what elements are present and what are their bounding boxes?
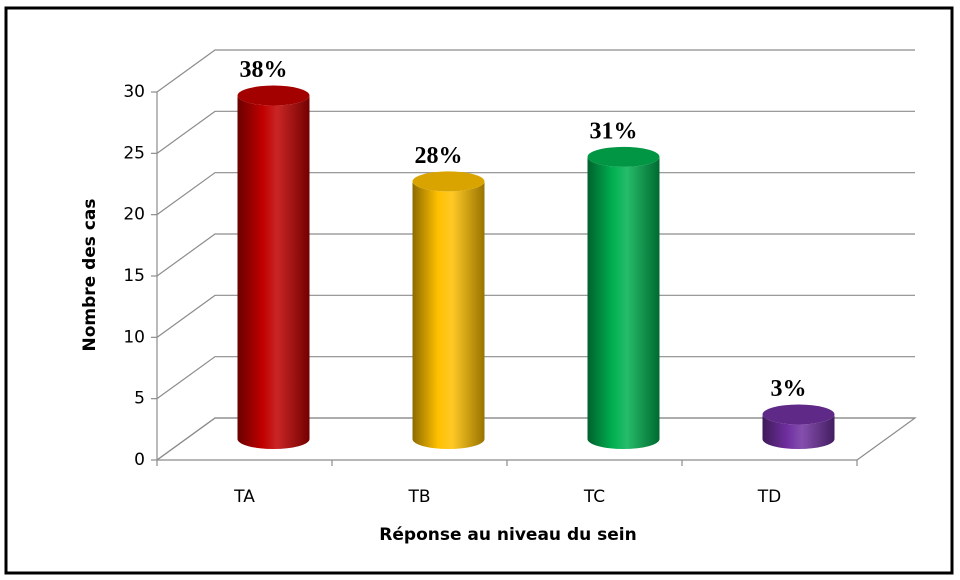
- grid-line: [156, 417, 915, 461]
- y-tick-label: 5: [134, 389, 145, 409]
- x-tick-label: TB: [407, 487, 430, 507]
- grid-line: [156, 233, 915, 277]
- y-tick-label: 20: [123, 205, 145, 225]
- bar: [762, 414, 835, 449]
- y-tick-label: 25: [123, 143, 145, 163]
- grid-line: [156, 172, 915, 216]
- x-tick-label: TC: [583, 487, 605, 507]
- x-tick-label: TA: [233, 487, 255, 507]
- grid-line: [156, 110, 915, 154]
- data-label: 31%: [590, 118, 638, 144]
- bar-top: [587, 146, 660, 167]
- bar-top: [412, 171, 485, 192]
- y-tick-label: 0: [134, 450, 145, 470]
- y-tick-label: 10: [123, 327, 145, 347]
- grid-line: [156, 356, 915, 400]
- data-label: 28%: [415, 143, 463, 169]
- y-tick-label: 30: [123, 82, 145, 102]
- data-label: 3%: [771, 376, 807, 402]
- x-tick-label: TD: [757, 487, 781, 507]
- grid-line: [156, 49, 915, 93]
- bar: [412, 181, 485, 449]
- data-label: 38%: [240, 57, 288, 83]
- y-axis-title: Nombre des cas: [80, 198, 100, 351]
- bar: [237, 95, 310, 450]
- bar-top: [237, 85, 310, 106]
- bar-top: [762, 404, 835, 425]
- y-tick-label: 15: [123, 266, 145, 286]
- x-axis-title: Réponse au niveau du sein: [379, 525, 636, 545]
- bar: [587, 156, 660, 449]
- grid-line: [156, 294, 915, 338]
